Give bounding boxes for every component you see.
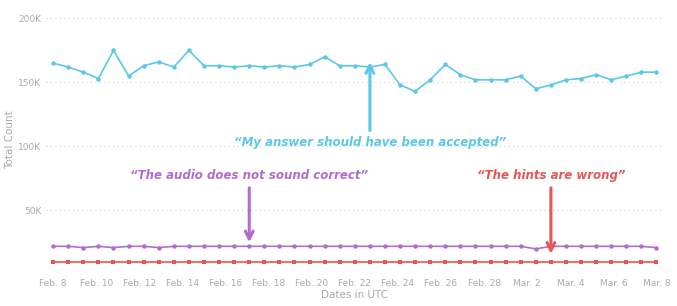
Y-axis label: Total Count: Total Count — [5, 111, 16, 170]
Text: “The audio does not sound correct”: “The audio does not sound correct” — [130, 169, 368, 239]
Text: “My answer should have been accepted”: “My answer should have been accepted” — [234, 65, 506, 149]
X-axis label: Dates in UTC: Dates in UTC — [322, 290, 389, 300]
Text: “The hints are wrong”: “The hints are wrong” — [477, 169, 625, 250]
